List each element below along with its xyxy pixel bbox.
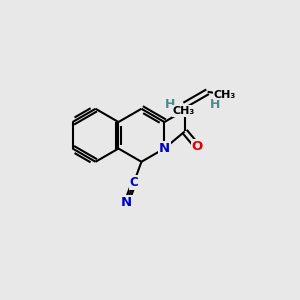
Text: CH₃: CH₃	[172, 106, 195, 116]
Text: O: O	[191, 140, 203, 153]
Text: CH₃: CH₃	[214, 90, 236, 100]
Text: N: N	[159, 142, 170, 155]
Text: C: C	[130, 176, 138, 189]
Text: H: H	[210, 98, 220, 111]
Text: N: N	[121, 196, 132, 209]
Text: H: H	[165, 98, 175, 112]
